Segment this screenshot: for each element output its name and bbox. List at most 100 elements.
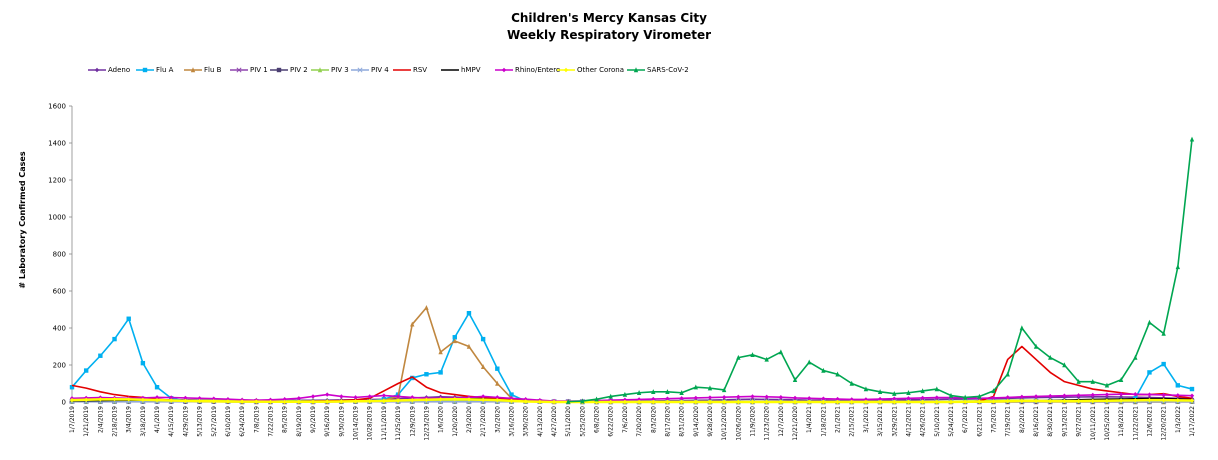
x-tick-label: 10/11/2021: [1090, 406, 1097, 441]
data-point-other-corona: [183, 398, 188, 404]
x-tick-label: 4/27/2020: [551, 406, 558, 437]
data-point-sars-cov-2: [1062, 362, 1067, 368]
x-tick-label: 1/17/2022: [1189, 406, 1196, 437]
data-point-sars-cov-2: [594, 396, 599, 402]
data-point-sars-cov-2: [778, 349, 784, 355]
data-point-rhino-entero: [651, 396, 656, 402]
data-point-rhino-entero: [211, 396, 216, 401]
data-point-flu-a: [452, 335, 457, 340]
x-tick-label: 2/3/2020: [466, 406, 473, 433]
data-point-rhino-entero: [169, 395, 174, 400]
data-point-rhino-entero: [1005, 395, 1010, 400]
data-point-other-corona: [1104, 398, 1110, 403]
legend-item-piv-1: PIV 1: [230, 62, 268, 78]
data-point-other-corona: [863, 399, 869, 405]
chart-legend: Adeno Flu A Flu B PIV 1 PIV 2 PIV 3 PIV 4 RSV hM…: [0, 62, 1218, 82]
data-point-rhino-entero: [636, 397, 642, 402]
x-tick-label: 5/10/2021: [934, 406, 941, 437]
x-tick-label: 3/16/2020: [508, 406, 515, 437]
data-point-other-corona: [707, 399, 713, 405]
x-tick-label: 6/22/2020: [608, 406, 615, 437]
x-tick-label: 8/16/2021: [1033, 406, 1040, 437]
x-tick-label: 1/7/2019: [69, 406, 76, 433]
data-point-other-corona: [126, 397, 131, 402]
data-point-flu-a: [126, 316, 131, 321]
x-tick-label: 3/15/2021: [877, 406, 884, 437]
data-point-rhino-entero: [1118, 392, 1124, 397]
data-point-rhino-entero: [877, 396, 883, 402]
legend-swatch: [184, 67, 202, 73]
x-tick-label: 8/2/2021: [1019, 406, 1026, 433]
data-point-rhino-entero: [1133, 392, 1138, 397]
data-point-flu-a: [495, 366, 500, 371]
series-line-other-corona: [71, 397, 1193, 404]
data-point-sars-cov-2: [721, 387, 727, 393]
data-point-other-corona: [211, 399, 216, 404]
data-point-rhino-entero: [353, 395, 358, 400]
legend-label: hMPV: [461, 66, 481, 74]
data-point-rhino-entero: [495, 395, 500, 400]
legend-label: SARS-CoV-2: [647, 66, 689, 74]
data-point-other-corona: [523, 399, 528, 404]
data-point-rhino-entero: [381, 393, 387, 398]
data-point-other-corona: [98, 397, 103, 402]
data-point-flu-a: [438, 370, 443, 375]
x-tick-label: 5/13/2019: [197, 406, 204, 437]
y-tick-label: 1600: [48, 103, 66, 111]
data-point-other-corona: [594, 399, 599, 405]
data-point-flu-b: [424, 304, 429, 310]
data-point-other-corona: [296, 399, 302, 405]
x-tick-label: 12/7/2020: [778, 406, 785, 437]
x-tick-label: 11/9/2020: [750, 406, 757, 437]
x-tick-label: 2/4/2019: [97, 406, 104, 433]
x-tick-label: 11/22/2021: [1132, 406, 1139, 441]
x-tick-label: 7/20/2020: [636, 406, 643, 437]
x-tick-label: 5/11/2020: [565, 406, 572, 437]
legend-label: Rhino/Entero: [515, 66, 561, 74]
data-point-rhino-entero: [339, 394, 344, 399]
y-tick-label: 800: [53, 251, 66, 259]
chart-subtitle: Weekly Respiratory Virometer: [506, 28, 712, 42]
legend-marker: [236, 67, 242, 73]
x-tick-label: 6/10/2019: [225, 406, 232, 437]
legend-marker: [633, 67, 639, 73]
data-point-flu-a: [1175, 383, 1181, 388]
data-point-rhino-entero: [197, 396, 202, 401]
legend-marker: [317, 67, 323, 73]
legend-label: Adeno: [108, 66, 131, 74]
data-point-sars-cov-2: [934, 386, 940, 392]
x-tick-label: 3/1/2021: [863, 406, 870, 433]
y-tick-label: 1400: [48, 140, 66, 148]
data-point-flu-a: [98, 353, 103, 358]
data-point-other-corona: [169, 398, 174, 403]
legend-item-adeno: Adeno: [88, 62, 130, 78]
data-point-other-corona: [112, 397, 117, 402]
data-point-other-corona: [736, 399, 741, 405]
x-tick-label: 12/23/2019: [423, 406, 430, 441]
data-point-sars-cov-2: [877, 389, 883, 395]
x-tick-label: 7/19/2021: [1005, 406, 1012, 437]
data-point-other-corona: [1090, 398, 1095, 404]
legend-item-sars-cov-2: SARS-CoV-2: [627, 62, 689, 78]
data-point-sars-cov-2: [1019, 325, 1025, 331]
x-tick-label: 1/21/2019: [83, 406, 90, 437]
data-point-rhino-entero: [282, 397, 287, 402]
legend-item-rhino-entero: Rhino/Entero: [495, 62, 560, 78]
y-tick-label: 600: [53, 288, 66, 296]
data-point-rhino-entero: [1048, 393, 1053, 399]
x-tick-label: 6/8/2020: [594, 406, 601, 433]
x-tick-label: 12/21/2020: [792, 406, 799, 441]
y-tick-label: 1200: [48, 177, 66, 185]
data-point-other-corona: [665, 399, 670, 405]
data-point-rhino-entero: [183, 395, 188, 401]
legend-item-piv-4: PIV 4: [351, 62, 389, 78]
data-point-other-corona: [480, 397, 486, 402]
legend-marker: [190, 67, 196, 73]
data-point-flu-a: [1161, 361, 1166, 367]
data-point-other-corona: [424, 397, 429, 402]
data-point-sars-cov-2: [750, 352, 755, 358]
data-point-other-corona: [466, 397, 472, 402]
data-point-sars-cov-2: [665, 389, 670, 395]
legend-marker: [276, 67, 282, 73]
data-point-sars-cov-2: [1133, 354, 1138, 360]
